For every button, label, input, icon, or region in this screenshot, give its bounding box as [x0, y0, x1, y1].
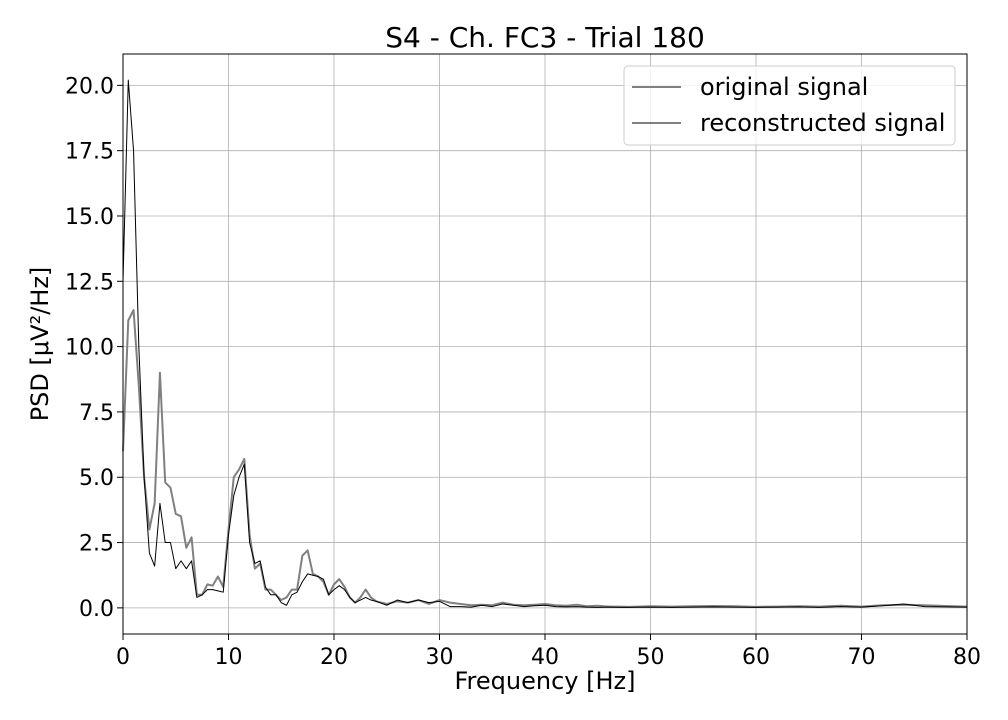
legend-box — [623, 65, 956, 146]
legend-label-original: original signal — [700, 73, 868, 101]
x-tick-label: 70 — [848, 645, 876, 670]
y-tick-label: 15.0 — [65, 205, 114, 230]
y-tick-label: 0.0 — [79, 597, 114, 622]
x-tick-label: 20 — [320, 645, 348, 670]
y-tick-label: 12.5 — [65, 270, 114, 295]
x-tick-label: 80 — [953, 645, 981, 670]
x-tick-label: 40 — [531, 645, 559, 670]
x-tick-label: 30 — [426, 645, 454, 670]
y-tick-label: 17.5 — [65, 140, 114, 165]
x-axis-ticks: 0 10 20 30 40 50 60 70 80 — [116, 634, 981, 670]
y-axis-label: PSD [μV²/Hz] — [26, 267, 54, 422]
legend: original signal reconstructed signal — [623, 65, 956, 146]
y-tick-label: 20.0 — [65, 74, 114, 99]
series-lines — [122, 79, 968, 608]
x-tick-label: 50 — [637, 645, 665, 670]
chart-title: S4 - Ch. FC3 - Trial 180 — [385, 21, 705, 54]
y-axis-ticks: 0.0 2.5 5.0 7.5 10.0 12.5 15.0 17.5 20.0 — [65, 74, 123, 622]
y-tick-label: 10.0 — [65, 336, 114, 361]
x-tick-label: 10 — [215, 645, 243, 670]
x-axis-label: Frequency [Hz] — [455, 667, 636, 695]
reconstructed-signal-line — [122, 79, 968, 608]
legend-label-reconstructed: reconstructed signal — [700, 109, 945, 137]
x-tick-label: 0 — [116, 645, 130, 670]
y-tick-label: 5.0 — [79, 466, 114, 491]
x-tick-label: 60 — [742, 645, 770, 670]
y-tick-label: 7.5 — [79, 401, 114, 426]
y-tick-label: 2.5 — [79, 532, 114, 557]
